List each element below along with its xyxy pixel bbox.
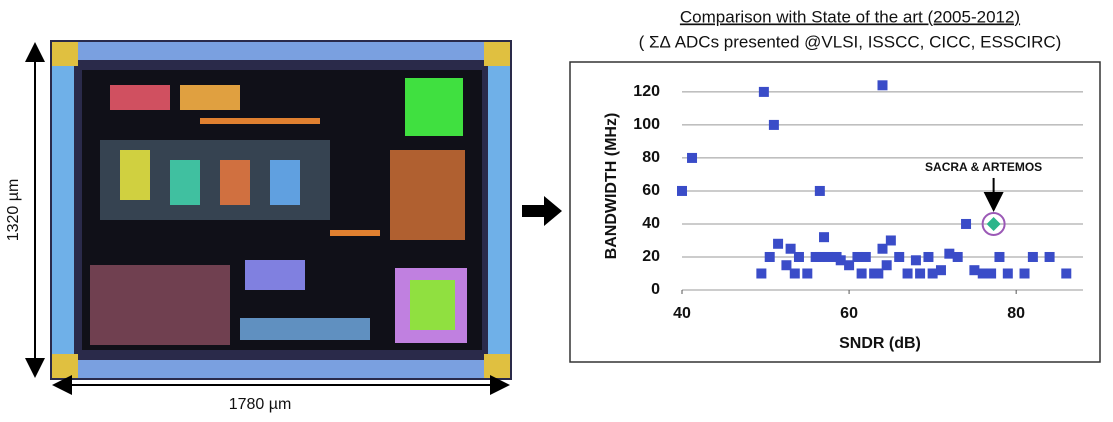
point [882,260,892,270]
y-axis-label: BANDWIDTH (MHz) [603,113,620,260]
y-tick-label: 60 [642,182,660,199]
point [903,268,913,278]
point [878,80,888,90]
y-tick-label: 20 [642,248,660,265]
point [769,120,779,130]
y-tick-label: 120 [633,83,660,100]
point [861,252,871,262]
figure: 1320 µm 1780 µm Comparison with State of… [0,0,1113,417]
point [986,268,996,278]
point [759,87,769,97]
chart-subtitle: ( ΣΔ ADCs presented @VLSI, ISSCC, CICC, … [639,32,1062,51]
y-tick-label: 40 [642,215,660,232]
point [677,186,687,196]
point [1061,268,1071,278]
point [773,239,783,249]
arrow [522,196,562,226]
point [1003,268,1013,278]
point [994,252,1004,262]
point [911,255,921,265]
point [857,268,867,278]
y-tick-label: 100 [633,116,660,133]
point [1020,268,1030,278]
point [687,153,697,163]
point [819,232,829,242]
y-tick-label: 80 [642,149,660,166]
point [815,186,825,196]
annotation: SACRA & ARTEMOS [925,160,1042,174]
point [936,265,946,275]
point [765,252,775,262]
point [1028,252,1038,262]
point [961,219,971,229]
point [790,268,800,278]
point [953,252,963,262]
point [794,252,804,262]
chip-layout [50,40,512,380]
chart-title: Comparison with State of the art (2005-2… [680,7,1020,26]
point [923,252,933,262]
x-axis-label: SNDR (dB) [839,335,921,352]
point [915,268,925,278]
point [894,252,904,262]
height-label: 1320 µm [5,179,22,242]
x-tick-label: 40 [673,305,691,322]
point [886,235,896,245]
point [756,268,766,278]
x-tick-label: 80 [1007,305,1025,322]
x-tick-label: 60 [840,305,858,322]
y-tick-label: 0 [651,281,660,298]
point [802,268,812,278]
width-label: 1780 µm [229,396,292,413]
point [1045,252,1055,262]
